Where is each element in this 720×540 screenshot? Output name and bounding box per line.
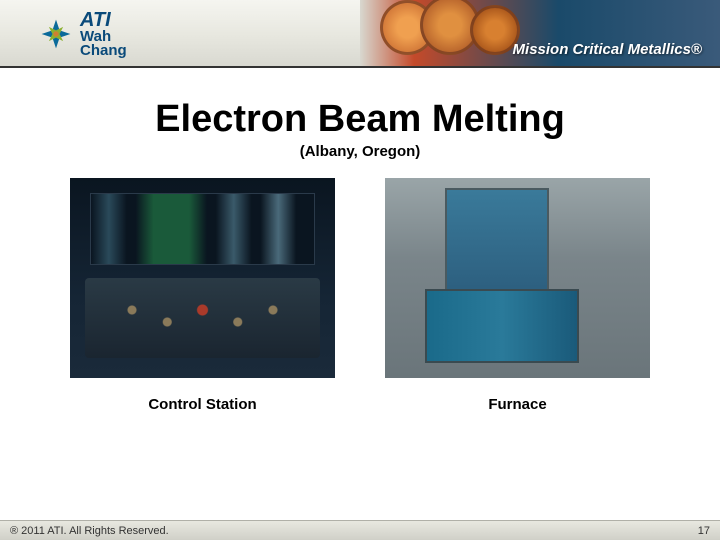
- slide-footer: ® 2011 ATI. All Rights Reserved. 17: [0, 520, 720, 540]
- copyright-text: ® 2011 ATI. All Rights Reserved.: [10, 525, 169, 537]
- logo-star-icon: [38, 16, 74, 52]
- tagline: Mission Critical Metallics®: [513, 41, 702, 58]
- slide-title: Electron Beam Melting: [40, 98, 680, 141]
- logo-line2: Chang: [80, 44, 127, 58]
- company-logo: ATI Wah Chang: [38, 10, 127, 59]
- furnace-photo: [385, 178, 650, 378]
- header-divider: [0, 66, 720, 68]
- control-station-photo: [70, 178, 335, 378]
- slide-header: ATI Wah Chang Mission Critical Metallics…: [0, 0, 720, 68]
- slide-content: Electron Beam Melting (Albany, Oregon) C…: [0, 68, 720, 413]
- caption-right: Furnace: [488, 396, 546, 413]
- logo-text: ATI Wah Chang: [80, 10, 127, 59]
- caption-left: Control Station: [148, 396, 256, 413]
- image-block-left: Control Station: [70, 178, 335, 413]
- header-graphic: Mission Critical Metallics®: [360, 0, 720, 68]
- image-row: Control Station Furnace: [40, 178, 680, 413]
- image-block-right: Furnace: [385, 178, 650, 413]
- slide-subtitle: (Albany, Oregon): [40, 143, 680, 160]
- logo-brand: ATI: [80, 10, 127, 30]
- page-number: 17: [698, 525, 710, 537]
